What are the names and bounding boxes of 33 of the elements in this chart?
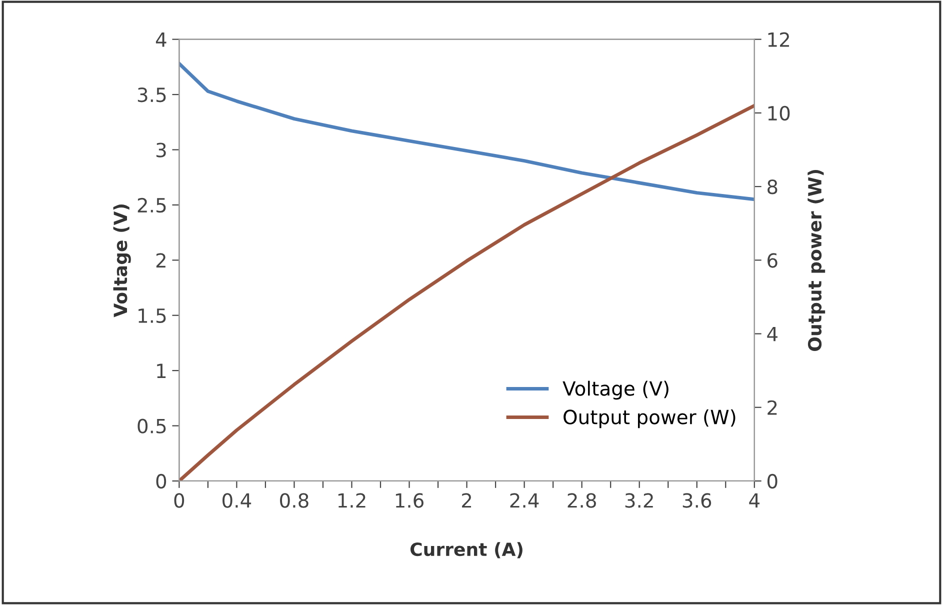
legend-label: Output power (W)	[564, 409, 736, 428]
y-tick-label: 0	[156, 474, 166, 489]
legend-label: Voltage (V)	[562, 380, 668, 400]
y2-tick-label: 0	[767, 474, 778, 489]
x-tick-label: 1.6	[396, 493, 424, 508]
line-series	[179, 62, 754, 202]
x-tick-label: 2	[462, 493, 472, 508]
y-tick-label: 1	[157, 364, 166, 378]
y-tick-label: 0.5	[138, 418, 166, 434]
y2-axis-title: Output power (W)	[808, 170, 826, 351]
x-tick-label: 2.8	[568, 493, 596, 508]
x-tick-label: 0.4	[222, 493, 252, 508]
x-tick-label: 3.6	[682, 493, 712, 508]
y-tick-label: 3.5	[138, 87, 166, 102]
y-tick-label: 1.5	[138, 308, 166, 324]
x-tick-label: 0	[174, 493, 184, 508]
x-tick-label: 4	[749, 493, 760, 508]
y-axis-title: Voltage (V)	[113, 204, 131, 318]
x-tick-label: 1.2	[338, 493, 366, 508]
y-tick-label: 2	[156, 253, 166, 268]
y-tick-label: 2.5	[138, 198, 166, 213]
y2-tick-label: 12	[768, 32, 789, 47]
y2-tick-label: 6	[768, 253, 778, 268]
y-tick-label: 3	[156, 142, 166, 158]
y2-tick-label: 4	[767, 326, 778, 342]
x-tick-label: 2.4	[510, 493, 539, 508]
y2-tick-label: 8	[768, 180, 778, 194]
x-tick-label: 0.8	[280, 493, 308, 508]
y2-tick-label: 2	[768, 400, 777, 415]
x-axis-title: Current (A)	[410, 542, 522, 558]
x-tick-label: 3.2	[625, 493, 653, 508]
y2-tick-label: 10	[768, 106, 790, 121]
y-tick-label: 4	[156, 32, 166, 47]
